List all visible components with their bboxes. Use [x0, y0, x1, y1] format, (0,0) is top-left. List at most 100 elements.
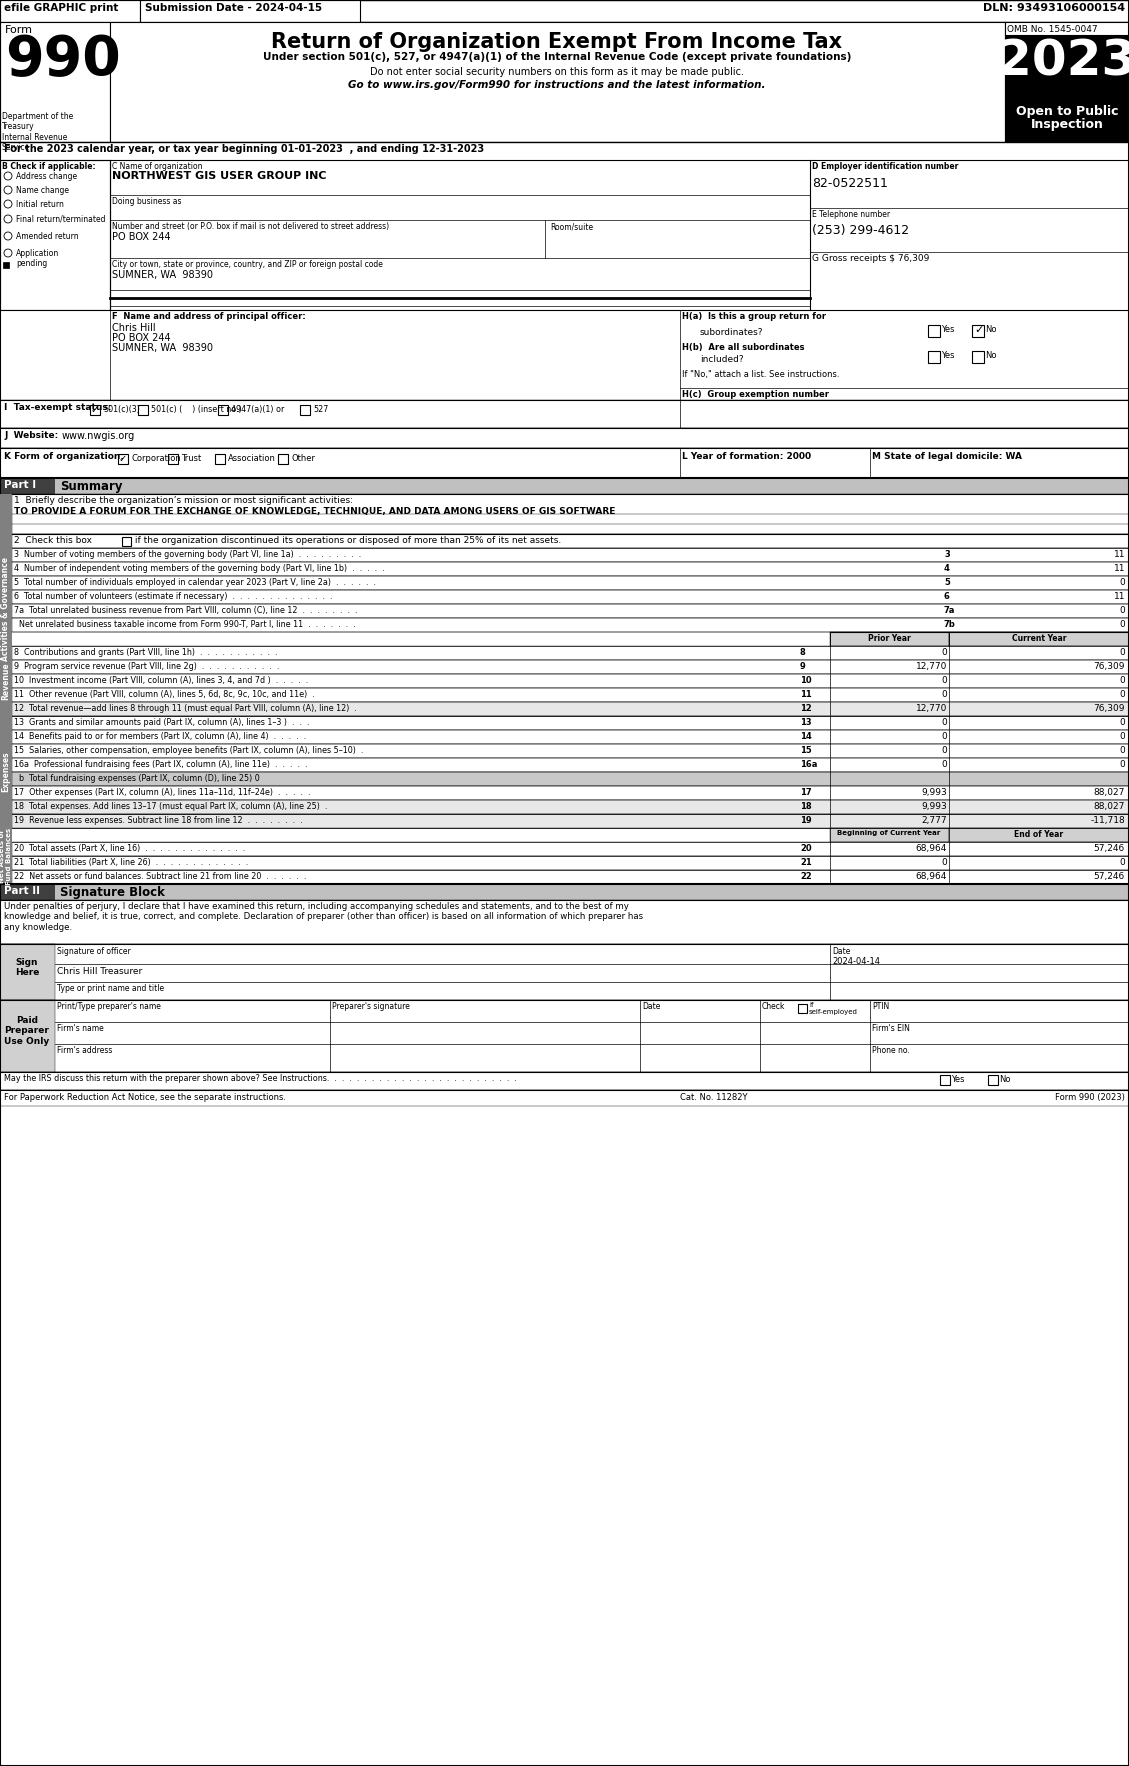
Bar [90, 404, 100, 415]
Text: 57,246: 57,246 [1094, 872, 1124, 881]
Bar [830, 828, 949, 842]
Bar [12, 604, 1129, 618]
Circle shape [5, 249, 12, 258]
Circle shape [5, 231, 12, 240]
Text: Number and street (or P.O. box if mail is not delivered to street address): Number and street (or P.O. box if mail i… [112, 223, 390, 231]
Bar [12, 618, 1129, 632]
Text: 20  Total assets (Part X, line 16)  .  .  .  .  .  .  .  .  .  .  .  .  .  .: 20 Total assets (Part X, line 16) . . . … [14, 844, 245, 853]
Text: 15  Salaries, other compensation, employee benefits (Part IX, column (A), lines : 15 Salaries, other compensation, employe… [14, 745, 364, 756]
Text: Amended return: Amended return [16, 231, 79, 240]
Text: if the organization discontinued its operations or disposed of more than 25% of : if the organization discontinued its ope… [132, 537, 561, 546]
Text: 5: 5 [944, 577, 949, 586]
Text: PO BOX 244: PO BOX 244 [112, 231, 170, 242]
Text: if
self-employed: if self-employed [809, 1001, 858, 1015]
Text: PTIN: PTIN [872, 1001, 890, 1010]
Text: 3  Number of voting members of the governing body (Part VI, line 1a)  .  .  .  .: 3 Number of voting members of the govern… [14, 549, 361, 560]
Text: Trust: Trust [181, 454, 201, 463]
Text: Initial return: Initial return [16, 200, 64, 208]
Bar [0, 427, 1129, 449]
Text: E Telephone number: E Telephone number [812, 210, 890, 219]
Text: 68,964: 68,964 [916, 844, 947, 853]
Text: 0: 0 [1119, 648, 1124, 657]
Bar [0, 715, 12, 828]
Bar [12, 729, 1129, 743]
Text: Doing business as: Doing business as [112, 198, 182, 207]
Bar [215, 454, 225, 464]
Text: Firm's address: Firm's address [56, 1045, 113, 1054]
Text: 11: 11 [1113, 563, 1124, 572]
Text: 76,309: 76,309 [1094, 705, 1124, 713]
Text: Under penalties of perjury, I declare that I have examined this return, includin: Under penalties of perjury, I declare th… [5, 902, 644, 932]
Text: 2024-04-14: 2024-04-14 [832, 957, 879, 966]
Bar [949, 828, 1129, 842]
Text: Go to www.irs.gov/Form990 for instructions and the latest information.: Go to www.irs.gov/Form990 for instructio… [348, 79, 765, 90]
Text: 14: 14 [800, 731, 812, 742]
Text: 527: 527 [313, 404, 329, 413]
Bar [119, 454, 128, 464]
Bar [988, 1075, 998, 1084]
Text: SUMNER, WA  98390: SUMNER, WA 98390 [112, 270, 213, 281]
Text: 6: 6 [944, 592, 949, 600]
Text: Paid
Preparer
Use Only: Paid Preparer Use Only [5, 1015, 50, 1045]
Bar [12, 743, 1129, 758]
Text: efile GRAPHIC print: efile GRAPHIC print [5, 4, 119, 12]
Text: 0: 0 [1119, 691, 1124, 699]
Text: 17  Other expenses (Part IX, column (A), lines 11a–11d, 11f–24e)  .  .  .  .  .: 17 Other expenses (Part IX, column (A), … [14, 788, 310, 796]
Bar [0, 885, 1129, 901]
Text: 8: 8 [800, 648, 806, 657]
Text: -11,718: -11,718 [1091, 816, 1124, 825]
Bar [0, 449, 1129, 479]
Bar [1005, 21, 1129, 141]
Text: 11: 11 [800, 691, 812, 699]
Text: 7a  Total unrelated business revenue from Part VIII, column (C), line 12  .  .  : 7a Total unrelated business revenue from… [14, 606, 358, 615]
Text: I  Tax-exempt status:: I Tax-exempt status: [5, 403, 112, 411]
Text: Sign
Here: Sign Here [15, 957, 40, 977]
Text: 1  Briefly describe the organization’s mission or most significant activities:: 1 Briefly describe the organization’s mi… [14, 496, 353, 505]
Bar [278, 454, 288, 464]
Text: 22: 22 [800, 872, 812, 881]
Circle shape [5, 200, 12, 208]
Bar [12, 576, 1129, 590]
Bar [12, 590, 1129, 604]
Text: 88,027: 88,027 [1094, 802, 1124, 811]
Text: 0: 0 [1119, 606, 1124, 615]
Text: Submission Date - 2024-04-15: Submission Date - 2024-04-15 [145, 4, 322, 12]
Text: 10: 10 [800, 676, 812, 685]
Text: 0: 0 [1119, 620, 1124, 629]
Text: ✓: ✓ [119, 454, 128, 464]
Text: 9  Program service revenue (Part VIII, line 2g)  .  .  .  .  .  .  .  .  .  .  .: 9 Program service revenue (Part VIII, li… [14, 662, 279, 671]
Text: No: No [999, 1075, 1010, 1084]
Text: www.nwgis.org: www.nwgis.org [62, 431, 135, 442]
Text: 2,777: 2,777 [921, 816, 947, 825]
Circle shape [5, 171, 12, 180]
Text: 12  Total revenue—add lines 8 through 11 (must equal Part VIII, column (A), line: 12 Total revenue—add lines 8 through 11 … [14, 705, 357, 713]
Text: 7b: 7b [944, 620, 956, 629]
Text: 7a: 7a [944, 606, 955, 615]
Text: 5  Total number of individuals employed in calendar year 2023 (Part V, line 2a) : 5 Total number of individuals employed i… [14, 577, 376, 586]
Text: Final return/terminated: Final return/terminated [16, 215, 105, 224]
Bar [0, 1072, 1129, 1090]
Text: 501(c)(3): 501(c)(3) [103, 404, 140, 413]
Text: 19: 19 [800, 816, 812, 825]
Text: 16a  Professional fundraising fees (Part IX, column (A), line 11e)  .  .  .  .  : 16a Professional fundraising fees (Part … [14, 759, 307, 768]
Text: 13  Grants and similar amounts paid (Part IX, column (A), lines 1–3 )  .  .  .: 13 Grants and similar amounts paid (Part… [14, 719, 309, 728]
Text: City or town, state or province, country, and ZIP or foreign postal code: City or town, state or province, country… [112, 260, 383, 268]
Bar [940, 1075, 949, 1084]
Text: Name change: Name change [16, 185, 69, 194]
Bar [0, 1090, 1129, 1106]
Text: ✓: ✓ [974, 325, 983, 336]
Bar [0, 161, 1129, 311]
Text: Net Assets or
Fund Balances: Net Assets or Fund Balances [0, 828, 12, 885]
Text: 0: 0 [942, 858, 947, 867]
Bar [12, 842, 1129, 857]
Text: OMB No. 1545-0047: OMB No. 1545-0047 [1007, 25, 1097, 34]
Text: 9,993: 9,993 [921, 802, 947, 811]
Text: No: No [984, 351, 997, 360]
Text: Signature of officer: Signature of officer [56, 947, 131, 955]
Text: 12,770: 12,770 [916, 705, 947, 713]
Bar [12, 562, 1129, 576]
Text: 11  Other revenue (Part VIII, column (A), lines 5, 6d, 8c, 9c, 10c, and 11e)  .: 11 Other revenue (Part VIII, column (A),… [14, 691, 315, 699]
Bar [12, 772, 1129, 786]
Bar [0, 646, 12, 715]
Text: H(a)  Is this a group return for: H(a) Is this a group return for [682, 313, 826, 321]
